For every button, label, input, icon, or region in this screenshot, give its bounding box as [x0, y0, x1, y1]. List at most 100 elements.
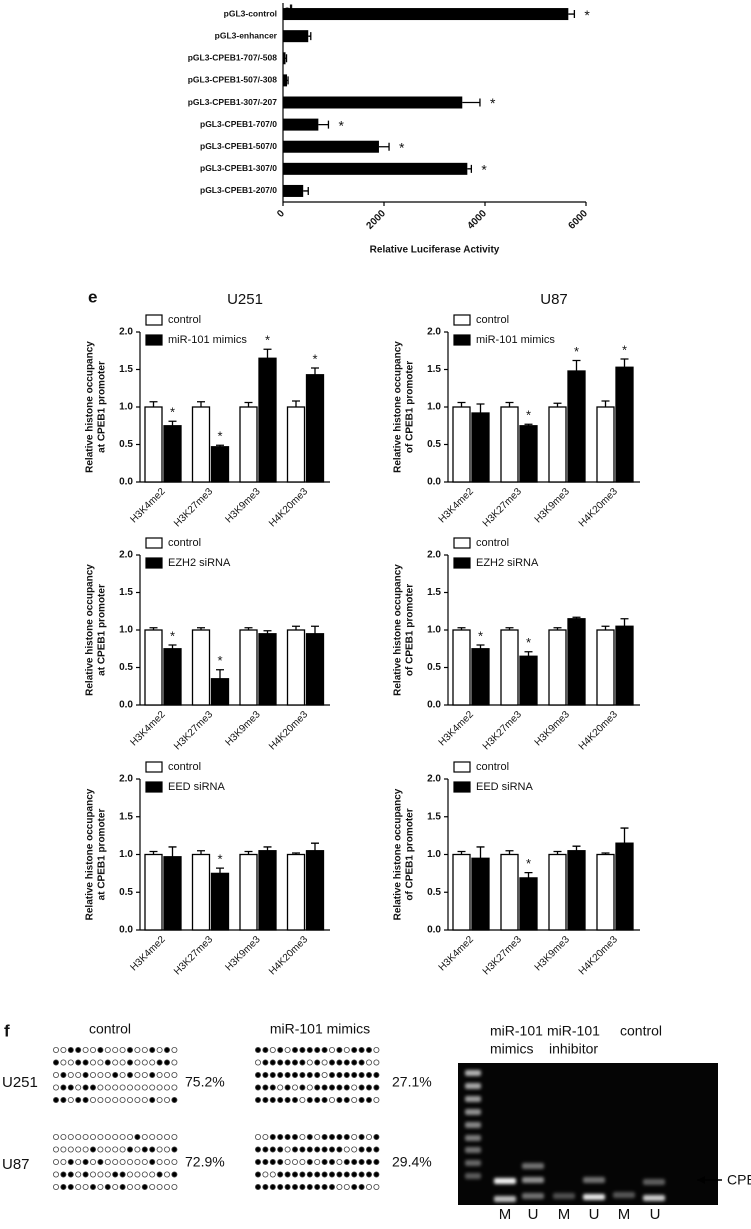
gel-band — [465, 1109, 481, 1115]
y-tick-label: 0.0 — [119, 477, 133, 488]
cpg-dot — [358, 1084, 365, 1091]
cpg-dot — [163, 1072, 170, 1079]
cpg-dot — [112, 1047, 119, 1054]
cpg-dot — [171, 1134, 178, 1141]
cpg-dot — [163, 1059, 170, 1066]
cpg-dot — [60, 1047, 67, 1054]
cpg-dot — [75, 1171, 82, 1178]
gel-band — [583, 1177, 605, 1183]
bar — [567, 370, 586, 483]
bar — [471, 412, 490, 483]
significance-marker: * — [526, 408, 531, 423]
error-bar — [197, 850, 205, 855]
x-tick-label: 2000 — [364, 208, 388, 232]
bar — [163, 856, 182, 931]
cpg-dot — [321, 1159, 328, 1166]
percentage: 27.1% — [392, 1074, 432, 1090]
cpg-dot — [254, 1059, 261, 1066]
error-bar — [149, 401, 158, 407]
lane-label: M — [499, 1206, 512, 1223]
bar — [283, 118, 319, 131]
category-label: pGL3-control — [224, 8, 277, 18]
cpg-dot — [75, 1097, 82, 1104]
cpg-dot — [90, 1159, 97, 1166]
cpg-dot — [67, 1184, 74, 1191]
error-bar — [292, 400, 300, 407]
cpg-dot — [358, 1059, 365, 1066]
cpg-dot — [336, 1146, 343, 1153]
cpg-dot — [149, 1072, 156, 1079]
category-label: pGL3-CPEB1-707/-508 — [188, 53, 278, 63]
cpg-dot — [171, 1097, 178, 1104]
error-bar — [216, 444, 224, 447]
bar — [500, 629, 519, 706]
cpg-dot — [365, 1072, 372, 1079]
cpg-dot — [60, 1146, 67, 1153]
category-label: pGL3-CPEB1-707/0 — [200, 119, 277, 129]
error-bar — [287, 76, 289, 85]
bar — [519, 425, 538, 483]
cpg-dot — [254, 1184, 261, 1191]
bar — [258, 633, 277, 706]
cpg-dot — [321, 1059, 328, 1066]
y-tick-label: 0.0 — [119, 925, 133, 936]
cpg-dot — [97, 1047, 104, 1054]
cpg-dot — [373, 1184, 380, 1191]
cpg-dot — [171, 1084, 178, 1091]
cpg-dot — [254, 1084, 261, 1091]
cpg-dot — [141, 1171, 148, 1178]
gel-band — [465, 1070, 481, 1076]
error-bar — [168, 420, 177, 426]
y-tick-label: 1.0 — [427, 625, 441, 636]
bar — [471, 648, 490, 706]
chart-title: U87 — [540, 291, 568, 308]
cpg-dot — [156, 1146, 163, 1153]
cpg-dot — [351, 1084, 358, 1091]
cpg-dot — [314, 1146, 321, 1153]
error-bar — [524, 871, 533, 878]
bar — [596, 629, 615, 706]
legend-swatch — [145, 781, 163, 793]
cpg-dot — [277, 1072, 284, 1079]
bar — [596, 406, 615, 483]
cpg-dot — [358, 1146, 365, 1153]
cpg-dot — [97, 1159, 104, 1166]
y-axis-label: of CPEB1 promoter — [405, 584, 416, 676]
error-bar — [572, 359, 581, 371]
bar — [191, 406, 211, 483]
bar — [191, 853, 211, 931]
cpg-dot — [112, 1084, 119, 1091]
significance-marker: * — [481, 162, 487, 178]
y-axis-label: of CPEB1 promoter — [405, 361, 416, 453]
error-bar — [601, 852, 610, 855]
error-bar — [149, 850, 158, 855]
error-bar — [168, 644, 177, 649]
cpg-dot — [277, 1084, 284, 1091]
error-bar — [311, 625, 319, 634]
significance-marker: * — [312, 351, 317, 366]
cpg-dot — [156, 1171, 163, 1178]
cpg-dot — [343, 1159, 350, 1166]
cpg-dot — [53, 1146, 60, 1153]
cpg-dot — [336, 1134, 343, 1141]
cpg-dot — [291, 1084, 298, 1091]
cpg-dot — [163, 1171, 170, 1178]
cpg-dot — [306, 1184, 313, 1191]
cpg-dot — [306, 1159, 313, 1166]
error-bar — [311, 842, 319, 851]
cpg-dot — [53, 1047, 60, 1054]
cpg-dot — [314, 1072, 321, 1079]
cpg-dot — [358, 1171, 365, 1178]
cpg-dot — [127, 1171, 134, 1178]
cpg-dot — [306, 1084, 313, 1091]
bar — [163, 648, 182, 706]
cpg-dot — [156, 1134, 163, 1141]
x-tick-label: H3K4me2 — [437, 934, 477, 974]
category-label: pGL3-CPEB1-207/0 — [200, 185, 277, 195]
cpg-dot — [119, 1097, 126, 1104]
cpg-dot — [82, 1084, 89, 1091]
bar — [283, 96, 463, 109]
cpg-dot — [67, 1072, 74, 1079]
cpg-dot — [343, 1072, 350, 1079]
bar — [239, 629, 258, 706]
